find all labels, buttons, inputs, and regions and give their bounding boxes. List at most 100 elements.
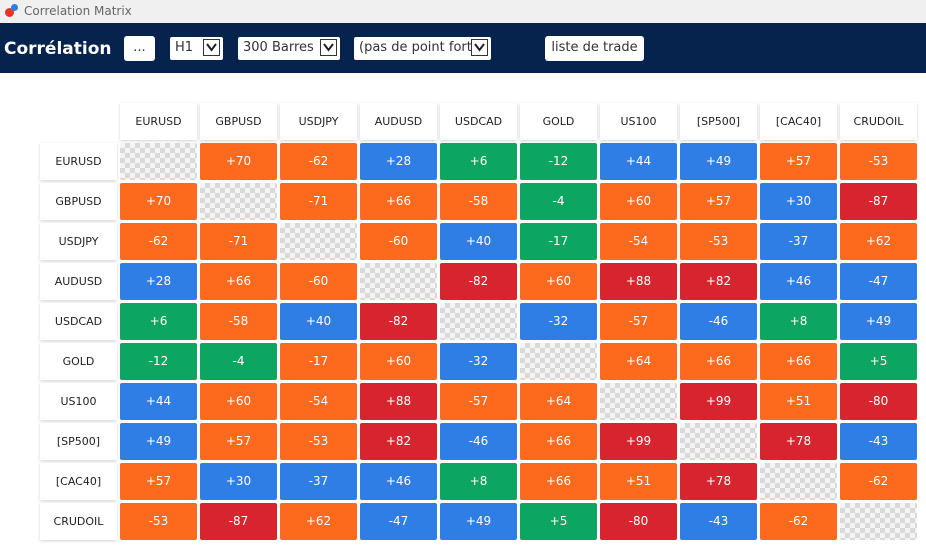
correlation-cell[interactable]: +66 (520, 423, 597, 460)
correlation-cell[interactable]: -17 (280, 343, 357, 380)
chevron-down-icon[interactable] (203, 39, 220, 56)
trade-list-button[interactable]: liste de trade (545, 36, 644, 61)
correlation-cell[interactable]: +57 (200, 423, 277, 460)
correlation-cell[interactable]: -82 (360, 303, 437, 340)
correlation-cell[interactable]: +51 (600, 463, 677, 500)
correlation-cell[interactable]: +82 (360, 423, 437, 460)
correlation-cell[interactable]: -54 (280, 383, 357, 420)
correlation-cell[interactable]: -46 (680, 303, 757, 340)
correlation-cell[interactable]: -80 (600, 503, 677, 540)
correlation-cell[interactable]: -32 (520, 303, 597, 340)
correlation-cell[interactable]: +64 (520, 383, 597, 420)
correlation-cell[interactable]: +8 (760, 303, 837, 340)
correlation-cell[interactable]: +60 (360, 343, 437, 380)
correlation-cell[interactable]: -17 (520, 223, 597, 260)
correlation-cell[interactable]: -43 (680, 503, 757, 540)
correlation-cell[interactable]: +78 (760, 423, 837, 460)
correlation-cell[interactable]: -58 (200, 303, 277, 340)
correlation-cell[interactable]: +66 (520, 463, 597, 500)
correlation-cell[interactable]: +60 (600, 183, 677, 220)
correlation-cell[interactable]: -37 (280, 463, 357, 500)
correlation-cell[interactable]: +5 (840, 343, 917, 380)
bars-select[interactable]: 300 Barres (238, 37, 340, 60)
correlation-cell[interactable]: +62 (280, 503, 357, 540)
correlation-cell[interactable]: +49 (440, 503, 517, 540)
correlation-cell[interactable]: +46 (360, 463, 437, 500)
correlation-cell[interactable]: +28 (360, 143, 437, 180)
correlation-cell[interactable]: +66 (760, 343, 837, 380)
correlation-cell[interactable]: +66 (680, 343, 757, 380)
correlation-cell[interactable]: +99 (600, 423, 677, 460)
correlation-cell[interactable]: +40 (440, 223, 517, 260)
correlation-cell[interactable]: +5 (520, 503, 597, 540)
correlation-cell[interactable]: -53 (840, 143, 917, 180)
correlation-cell[interactable]: -87 (840, 183, 917, 220)
correlation-cell[interactable]: +57 (760, 143, 837, 180)
correlation-cell[interactable]: +60 (520, 263, 597, 300)
correlation-cell[interactable]: +57 (120, 463, 197, 500)
correlation-cell[interactable]: -60 (360, 223, 437, 260)
correlation-cell[interactable]: +62 (840, 223, 917, 260)
correlation-cell[interactable]: -57 (600, 303, 677, 340)
correlation-cell[interactable]: +82 (680, 263, 757, 300)
correlation-cell[interactable]: +66 (360, 183, 437, 220)
correlation-cell[interactable]: -37 (760, 223, 837, 260)
correlation-cell[interactable]: -32 (440, 343, 517, 380)
correlation-cell[interactable]: -53 (120, 503, 197, 540)
correlation-cell[interactable]: -62 (280, 143, 357, 180)
correlation-cell[interactable]: -43 (840, 423, 917, 460)
correlation-cell[interactable]: +88 (600, 263, 677, 300)
correlation-cell[interactable]: +64 (600, 343, 677, 380)
correlation-cell[interactable]: +49 (120, 423, 197, 460)
correlation-cell[interactable]: -4 (520, 183, 597, 220)
correlation-cell[interactable]: +44 (120, 383, 197, 420)
chevron-down-icon[interactable] (320, 39, 337, 56)
correlation-cell[interactable]: -53 (680, 223, 757, 260)
column-header: US100 (600, 103, 677, 140)
correlation-cell[interactable]: -71 (200, 223, 277, 260)
correlation-cell[interactable]: -87 (200, 503, 277, 540)
correlation-cell[interactable]: +28 (120, 263, 197, 300)
correlation-cell[interactable]: +70 (120, 183, 197, 220)
correlation-cell[interactable]: -12 (520, 143, 597, 180)
correlation-cell[interactable]: -4 (200, 343, 277, 380)
correlation-cell[interactable]: +70 (200, 143, 277, 180)
correlation-cell[interactable]: +30 (200, 463, 277, 500)
correlation-cell[interactable]: -12 (120, 343, 197, 380)
correlation-cell[interactable]: +40 (280, 303, 357, 340)
correlation-cell[interactable]: -46 (440, 423, 517, 460)
correlation-cell[interactable]: +8 (440, 463, 517, 500)
correlation-cell[interactable]: +51 (760, 383, 837, 420)
correlation-cell[interactable]: +60 (200, 383, 277, 420)
correlation-cell[interactable]: +6 (120, 303, 197, 340)
correlation-cell[interactable]: +6 (440, 143, 517, 180)
correlation-cell[interactable]: -82 (440, 263, 517, 300)
correlation-cell[interactable]: +88 (360, 383, 437, 420)
correlation-cell[interactable]: -62 (760, 503, 837, 540)
correlation-cell[interactable]: +57 (680, 183, 757, 220)
correlation-cell[interactable]: -71 (280, 183, 357, 220)
correlation-cell[interactable]: -60 (280, 263, 357, 300)
correlation-cell[interactable]: +30 (760, 183, 837, 220)
correlation-cell[interactable]: -54 (600, 223, 677, 260)
chevron-down-icon[interactable] (471, 39, 488, 56)
correlation-cell[interactable]: +44 (600, 143, 677, 180)
correlation-cell[interactable]: +46 (760, 263, 837, 300)
menu-button[interactable]: ... (124, 36, 155, 61)
correlation-cell[interactable]: +49 (840, 303, 917, 340)
correlation-cell[interactable]: +99 (680, 383, 757, 420)
correlation-cell[interactable]: +78 (680, 463, 757, 500)
highlight-select[interactable]: (pas de point fort) (354, 37, 491, 60)
correlation-cell[interactable]: +66 (200, 263, 277, 300)
correlation-cell[interactable]: -53 (280, 423, 357, 460)
row-header: [SP500] (40, 423, 117, 460)
correlation-cell[interactable]: -47 (360, 503, 437, 540)
timeframe-select[interactable]: H1 (170, 37, 223, 60)
correlation-cell[interactable]: -62 (120, 223, 197, 260)
correlation-cell[interactable]: -80 (840, 383, 917, 420)
correlation-cell[interactable]: -47 (840, 263, 917, 300)
correlation-cell[interactable]: -58 (440, 183, 517, 220)
correlation-cell[interactable]: -62 (840, 463, 917, 500)
correlation-cell[interactable]: +49 (680, 143, 757, 180)
correlation-cell[interactable]: -57 (440, 383, 517, 420)
